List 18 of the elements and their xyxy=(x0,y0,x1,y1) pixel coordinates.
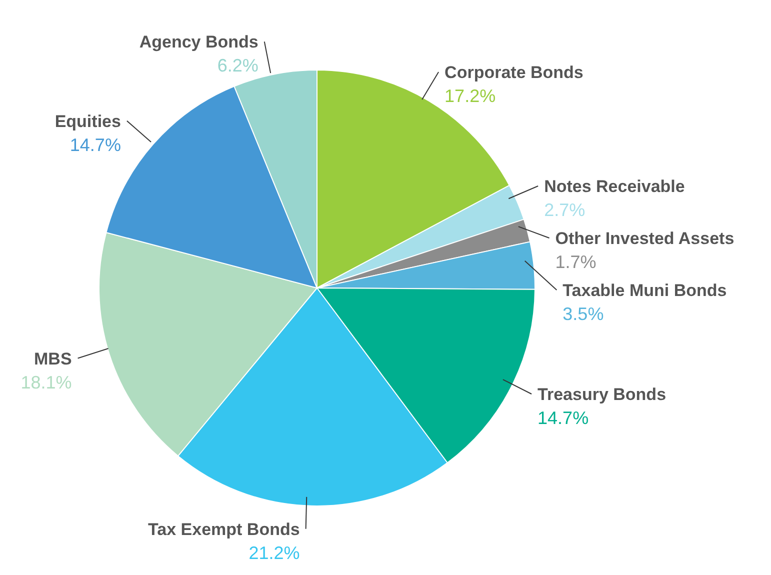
data-label: 3.5% xyxy=(562,304,604,324)
slice-label: Corporate Bonds xyxy=(444,63,584,82)
data-label: 2.7% xyxy=(544,200,586,220)
data-label: 17.2% xyxy=(444,86,496,106)
data-label: 14.7% xyxy=(70,134,121,155)
slice-label: Agency Bonds xyxy=(139,32,258,52)
data-label: 1.7% xyxy=(555,252,596,272)
slice-label: Equities xyxy=(54,112,121,131)
slice-label: Tax Exempt Bonds xyxy=(148,520,300,539)
slice-label: MBS xyxy=(34,349,72,368)
slice-label: Taxable Muni Bonds xyxy=(562,281,727,300)
data-label: 14.7% xyxy=(538,408,589,428)
data-label: 18.1% xyxy=(20,372,72,392)
slice-label: Notes Receivable xyxy=(544,177,685,196)
data-label: 21.2% xyxy=(248,542,300,563)
data-label: 6.2% xyxy=(217,56,258,76)
slice-label: Other Invested Assets xyxy=(555,229,734,248)
slice-label: Treasury Bonds xyxy=(538,384,666,404)
